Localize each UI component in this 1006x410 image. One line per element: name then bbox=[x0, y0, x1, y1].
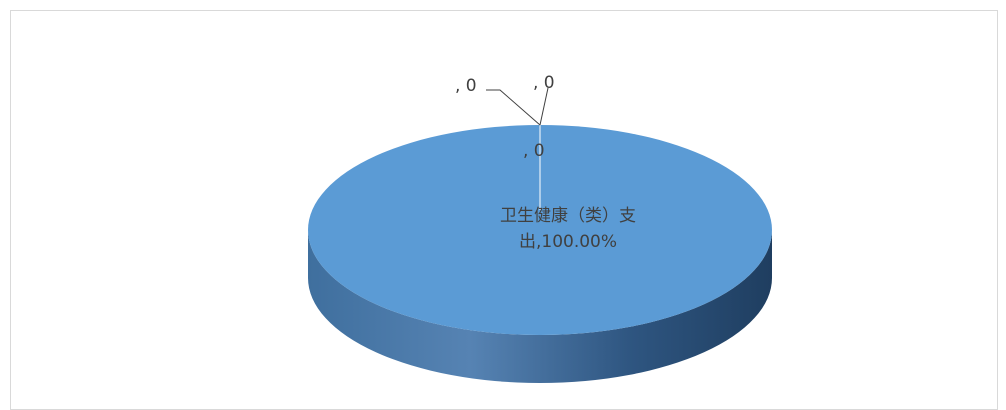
leader-line bbox=[486, 89, 541, 126]
data-label: , 0 bbox=[523, 141, 545, 161]
data-label: , 0 bbox=[455, 76, 477, 96]
page: 卫生健康（类）支出,100.00% , 0 , 0 , 0 bbox=[10, 10, 998, 410]
leader-line bbox=[539, 87, 549, 126]
pie-side bbox=[308, 230, 772, 383]
data-label: , 0 bbox=[533, 73, 555, 93]
data-label: 卫生健康（类）支出,100.00% bbox=[500, 206, 636, 252]
pie-slice bbox=[308, 125, 772, 335]
chart bbox=[308, 87, 772, 383]
